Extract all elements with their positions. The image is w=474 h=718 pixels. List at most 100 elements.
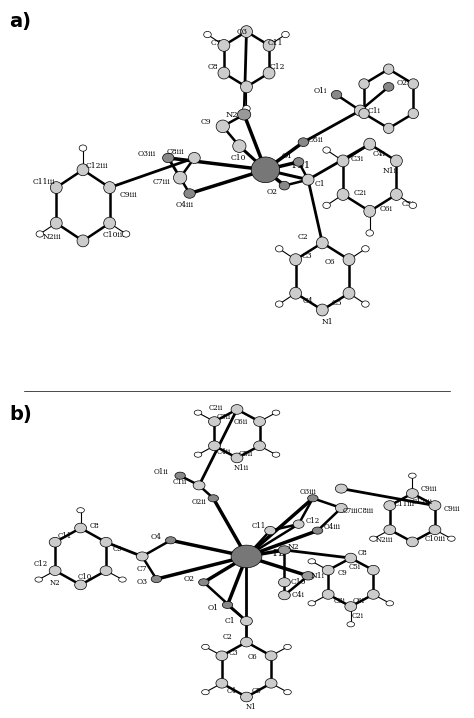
- Text: O3iii: O3iii: [300, 488, 317, 496]
- Text: N1ii: N1ii: [234, 464, 249, 472]
- Text: C2ii: C2ii: [209, 404, 223, 412]
- Circle shape: [302, 572, 314, 580]
- Text: C11iii: C11iii: [393, 500, 415, 508]
- Text: N1: N1: [321, 318, 333, 326]
- Ellipse shape: [322, 589, 334, 600]
- Ellipse shape: [188, 152, 200, 164]
- Text: C8: C8: [90, 523, 100, 531]
- Circle shape: [370, 536, 377, 541]
- Ellipse shape: [278, 591, 290, 600]
- Ellipse shape: [50, 182, 62, 193]
- Ellipse shape: [265, 651, 277, 661]
- Text: C8: C8: [208, 63, 219, 71]
- Text: O3iii: O3iii: [138, 150, 156, 158]
- Ellipse shape: [251, 157, 280, 182]
- Text: C6i: C6i: [353, 597, 365, 605]
- Text: C4ii: C4ii: [217, 448, 231, 456]
- Ellipse shape: [391, 155, 402, 167]
- Ellipse shape: [75, 523, 86, 533]
- Circle shape: [331, 90, 342, 99]
- Text: C9: C9: [201, 118, 211, 126]
- Text: C9iii: C9iii: [120, 192, 137, 200]
- Circle shape: [194, 452, 202, 457]
- Ellipse shape: [429, 500, 441, 510]
- Ellipse shape: [136, 552, 148, 561]
- Ellipse shape: [104, 218, 116, 229]
- Ellipse shape: [104, 182, 116, 193]
- Text: C1: C1: [225, 617, 235, 625]
- Text: C5i: C5i: [348, 563, 360, 571]
- Ellipse shape: [100, 537, 112, 547]
- Ellipse shape: [364, 138, 375, 150]
- Text: N1i: N1i: [310, 572, 325, 580]
- Ellipse shape: [218, 67, 230, 79]
- Text: C11iii: C11iii: [33, 177, 56, 186]
- Ellipse shape: [233, 140, 246, 152]
- Text: N2iii: N2iii: [375, 536, 392, 544]
- Text: O1ii: O1ii: [154, 468, 169, 477]
- Ellipse shape: [254, 441, 265, 451]
- Text: O4iii: O4iii: [323, 523, 340, 531]
- Ellipse shape: [100, 566, 112, 576]
- Ellipse shape: [254, 416, 265, 426]
- Text: C11: C11: [57, 532, 72, 540]
- Ellipse shape: [408, 79, 419, 89]
- Text: C5i: C5i: [402, 200, 415, 208]
- Ellipse shape: [290, 287, 301, 299]
- Ellipse shape: [77, 164, 89, 176]
- Text: C12: C12: [34, 560, 48, 568]
- Text: Pb: Pb: [273, 549, 285, 558]
- Circle shape: [208, 495, 219, 502]
- Text: C7iiiC8iii: C7iiiC8iii: [342, 507, 374, 516]
- Circle shape: [282, 32, 289, 38]
- Circle shape: [366, 230, 374, 236]
- Text: C7iii: C7iii: [152, 177, 170, 186]
- Text: C7: C7: [137, 565, 147, 574]
- Text: O2i: O2i: [396, 79, 410, 87]
- Text: N2: N2: [288, 543, 300, 551]
- Circle shape: [386, 601, 393, 606]
- Ellipse shape: [367, 565, 379, 575]
- Circle shape: [175, 472, 185, 479]
- Text: C2: C2: [223, 633, 232, 641]
- Ellipse shape: [209, 441, 220, 451]
- Ellipse shape: [265, 679, 277, 688]
- Ellipse shape: [322, 565, 334, 575]
- Circle shape: [36, 230, 44, 237]
- Ellipse shape: [240, 617, 252, 625]
- Circle shape: [383, 83, 394, 91]
- Circle shape: [275, 301, 283, 307]
- Ellipse shape: [406, 489, 418, 498]
- Text: O3: O3: [236, 27, 247, 36]
- Text: O2ii: O2ii: [191, 498, 207, 505]
- Circle shape: [165, 537, 176, 544]
- Circle shape: [447, 536, 455, 541]
- Ellipse shape: [302, 174, 314, 185]
- Text: C3: C3: [229, 648, 238, 656]
- Circle shape: [323, 147, 330, 153]
- Text: C12: C12: [306, 517, 320, 525]
- Text: C10iii: C10iii: [103, 231, 126, 239]
- Circle shape: [409, 473, 416, 478]
- Circle shape: [298, 138, 309, 146]
- Ellipse shape: [345, 553, 356, 563]
- Text: C2i: C2i: [353, 189, 366, 197]
- Text: C10iii: C10iii: [424, 536, 446, 544]
- Circle shape: [308, 559, 316, 564]
- Text: C9iii: C9iii: [443, 505, 460, 513]
- Circle shape: [237, 109, 251, 120]
- Circle shape: [272, 410, 280, 415]
- Ellipse shape: [231, 453, 243, 462]
- Ellipse shape: [75, 580, 86, 589]
- Text: C8iii: C8iii: [166, 148, 184, 156]
- Text: C4i: C4i: [373, 150, 386, 158]
- Ellipse shape: [293, 520, 304, 528]
- Text: O3: O3: [137, 578, 148, 587]
- Ellipse shape: [337, 155, 349, 167]
- Circle shape: [194, 410, 202, 415]
- Text: C2i: C2i: [352, 612, 364, 620]
- Ellipse shape: [49, 566, 61, 576]
- Ellipse shape: [337, 189, 349, 200]
- Ellipse shape: [383, 64, 394, 74]
- Text: C3: C3: [302, 252, 313, 260]
